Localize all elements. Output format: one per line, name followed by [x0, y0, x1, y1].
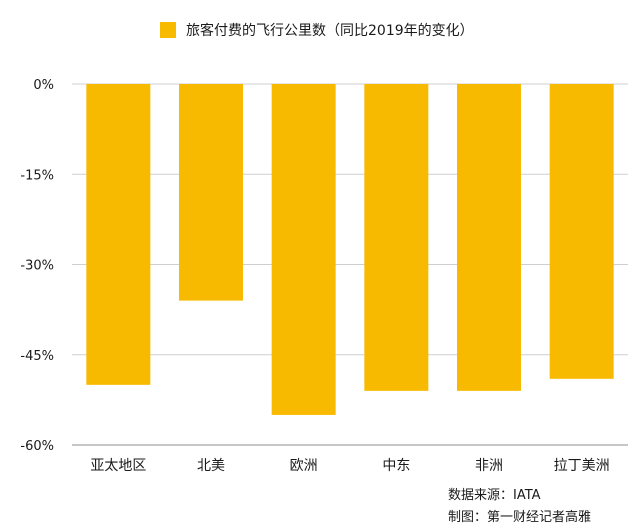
y-tick-label: -60% — [20, 439, 54, 454]
x-category-label: 中东 — [382, 458, 410, 474]
bar-2 — [179, 84, 243, 301]
chart-legend: 旅客付费的飞行公里数（同比2019年的变化） — [160, 22, 474, 39]
x-category-label: 亚太地区 — [90, 458, 146, 474]
x-category-label: 北美 — [197, 458, 225, 474]
y-tick-label: -45% — [20, 349, 54, 364]
x-axis-category-labels: 亚太地区 北美 欧洲 中东 非洲 拉丁美洲 — [90, 458, 609, 474]
bar-3 — [271, 84, 336, 415]
source-note: 数据来源：IATA — [448, 488, 541, 503]
credit-note: 制图：第一财经记者高雅 — [448, 510, 592, 525]
x-category-label: 拉丁美洲 — [554, 458, 610, 474]
y-tick-label: -15% — [20, 168, 54, 183]
x-category-label: 欧洲 — [290, 458, 318, 474]
y-tick-label: -30% — [20, 259, 54, 274]
y-tick-label: 0% — [33, 78, 54, 93]
bar-1 — [86, 84, 151, 385]
legend-swatch — [160, 22, 176, 38]
bar-4 — [364, 84, 429, 391]
x-category-label: 非洲 — [475, 458, 503, 474]
legend-label: 旅客付费的飞行公里数（同比2019年的变化） — [186, 22, 474, 39]
gridlines — [72, 83, 628, 446]
y-axis-tick-labels: 0% -15% -30% -45% -60% — [20, 78, 54, 454]
bars — [86, 84, 614, 415]
bar-5 — [457, 84, 521, 391]
bar-6 — [549, 84, 614, 379]
